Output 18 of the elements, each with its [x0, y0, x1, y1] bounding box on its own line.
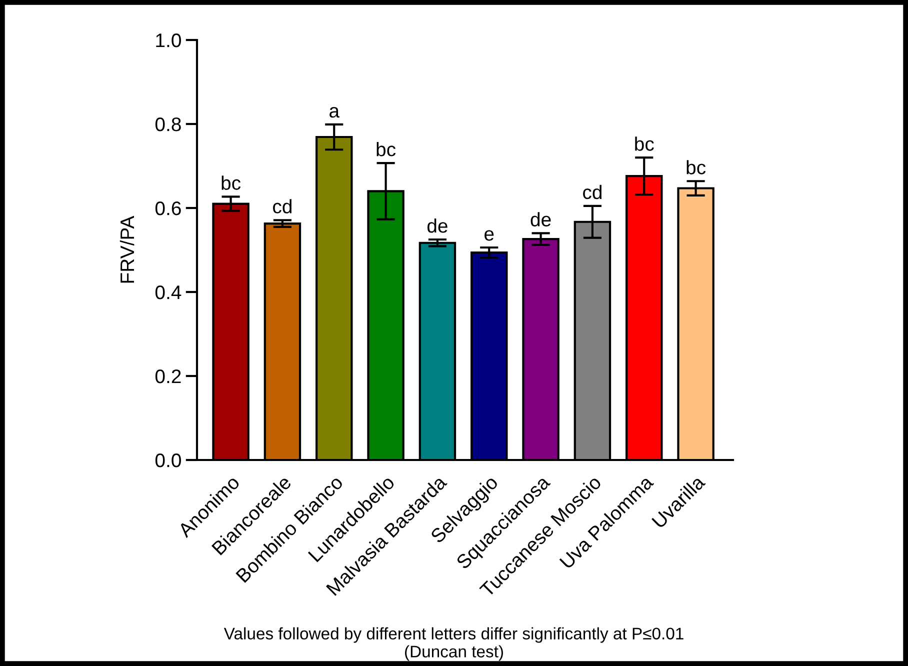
annotation: de [530, 212, 551, 226]
annotation: cd [273, 199, 292, 214]
annotation: bc [686, 160, 706, 174]
y-tick-label: 0.4 [155, 285, 182, 300]
text: Values followed by different letters differ significantly at P≤0.01 (Duncan test) [224, 627, 684, 661]
annotation: de [427, 218, 448, 233]
y-tick-label: 0.6 [155, 201, 181, 216]
y-tick-label: 1.0 [156, 33, 181, 48]
annotation: bc [635, 136, 654, 151]
y-tick-label: 0.8 [155, 117, 181, 132]
annotation: bc [222, 176, 241, 190]
annotation: bc [376, 142, 396, 156]
y-tick-label: 0.2 [155, 369, 181, 384]
annotation: cd [583, 184, 602, 200]
y-tick-label: 0.0 [155, 453, 181, 468]
annotation: e [484, 230, 494, 241]
y-axis-title: FRV/PA [120, 216, 134, 283]
annotation: a [330, 107, 340, 118]
